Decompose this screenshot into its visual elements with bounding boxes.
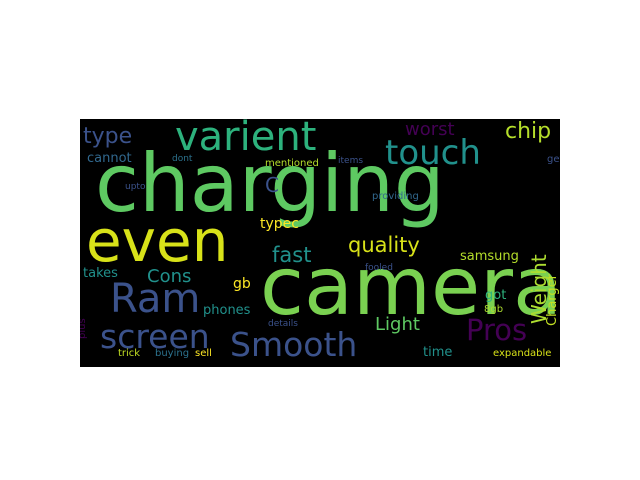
word: buying [155,348,190,359]
word: got [485,288,507,303]
word: camera [260,240,560,333]
word: fast [272,243,312,267]
word: gb [233,276,251,292]
word: get [547,154,560,165]
word: touch [385,133,481,173]
word: providing [372,191,419,202]
word: worst [405,119,455,140]
word: takes [83,266,118,281]
word: phones [203,303,251,318]
word: 8gb [484,304,504,315]
word: details [268,319,298,329]
word: upto [125,182,146,192]
word: samsung [460,249,519,264]
word: charging [95,137,445,230]
word: chip [505,119,552,144]
word: fooled [365,263,393,273]
word: expandable [493,348,552,359]
word-cloud: charging camera even varient Ram touch s… [80,119,560,367]
word: cannot [87,151,132,166]
word: trick [118,348,141,359]
word: items [338,156,364,166]
word: Smooth [230,325,358,364]
word: varient [175,119,317,160]
word: Pros [466,313,528,347]
word: dont [172,154,193,164]
word: even [86,207,229,275]
word: Light [375,314,420,335]
word: Ram [110,276,201,322]
word: screen [100,317,210,356]
word: time [423,345,453,360]
word: quality [348,233,420,257]
word: type [83,124,133,149]
word: typec [260,216,299,232]
word: Charger [545,274,560,326]
word: sell [195,348,212,359]
word: mentioned [265,158,319,169]
word: Cons [147,266,192,287]
word: C [265,173,279,197]
word: plus [80,318,88,339]
